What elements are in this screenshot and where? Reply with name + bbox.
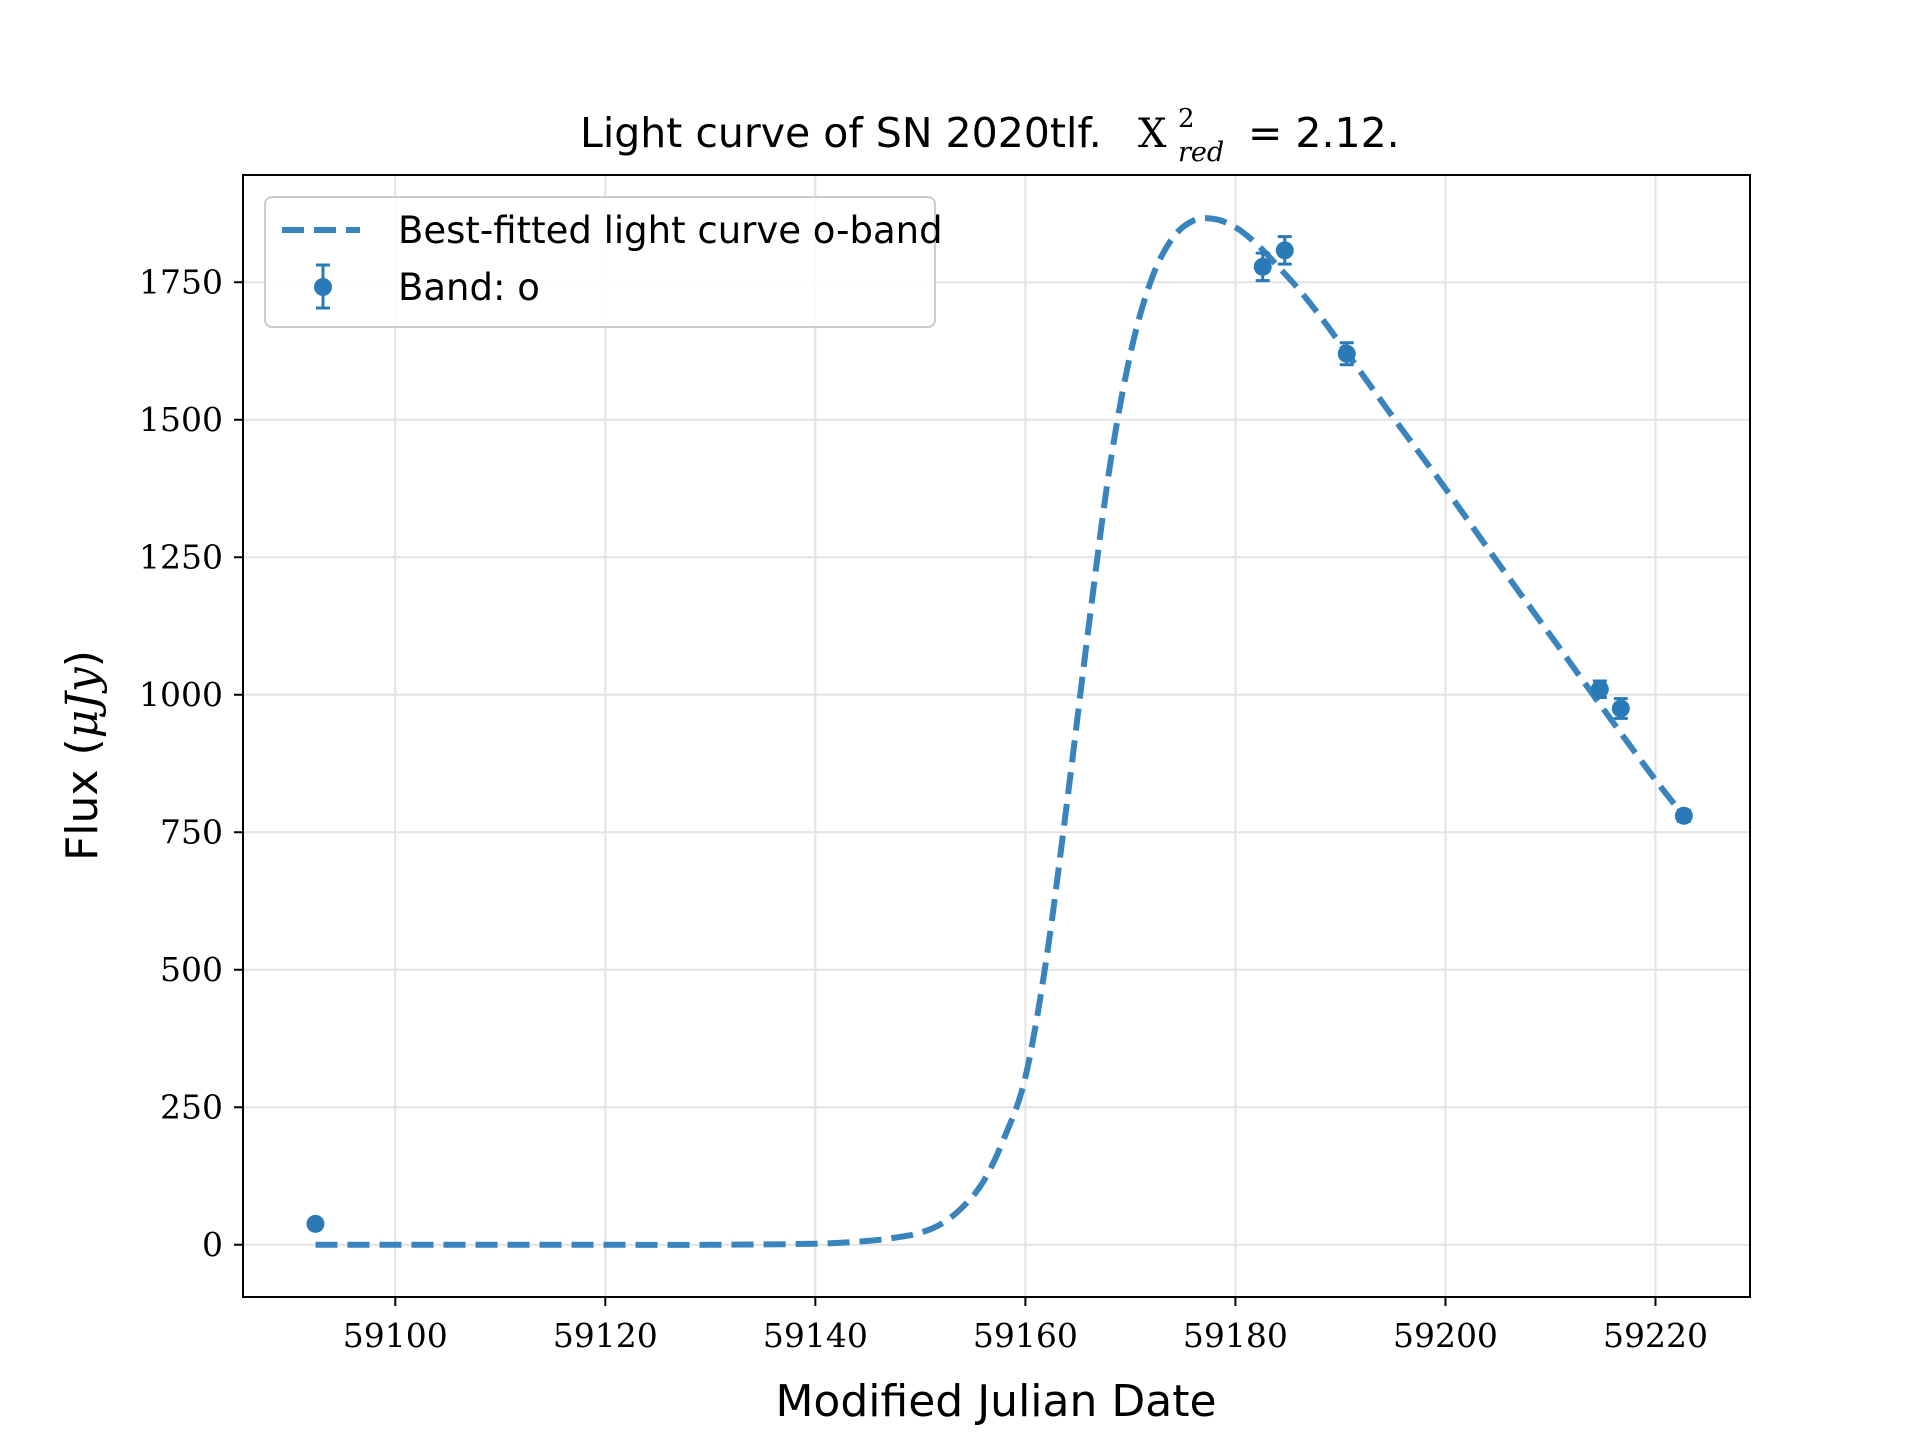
chart-title-chi2-subscript: red (1178, 137, 1224, 168)
x-tick-label: 59200 (1393, 1316, 1498, 1355)
data-point (1337, 341, 1356, 367)
legend-points-swatch (314, 263, 332, 310)
data-point (1674, 806, 1693, 825)
x-axis-label: Modified Julian Date (775, 1376, 1216, 1427)
y-axis-label-close: ) (57, 650, 108, 667)
data-marker (1275, 241, 1294, 260)
x-tick-label: 59100 (343, 1316, 448, 1355)
observations-layer (306, 235, 1693, 1233)
x-axis-ticks: 59100 59120 59140 59160 59180 59200 59220 (343, 1297, 1708, 1355)
grid (243, 175, 1750, 1297)
y-tick-label: 0 (202, 1225, 223, 1264)
y-tick-label: 1500 (139, 400, 223, 439)
chart-title-chi2-superscript: 2 (1178, 104, 1195, 134)
y-axis-label-unit: μJy (57, 666, 108, 738)
y-tick-label: 1250 (139, 537, 223, 576)
y-tick-label: 250 (160, 1087, 223, 1126)
data-marker (1611, 699, 1630, 718)
data-marker (306, 1214, 325, 1233)
chart-title-chi2: X (1138, 111, 1167, 157)
axes-frame (242, 174, 1751, 1298)
legend-box (264, 196, 936, 328)
data-point (1590, 679, 1609, 699)
data-point (306, 1214, 325, 1233)
data-marker (1337, 344, 1356, 363)
x-tick-label: 59140 (763, 1316, 868, 1355)
data-point (1611, 697, 1630, 720)
y-tick-label: 1750 (139, 262, 223, 301)
legend-fit-label: Best-fitted light curve o-band (398, 209, 943, 252)
y-tick-label: 500 (160, 950, 223, 989)
data-marker (1253, 257, 1272, 276)
y-tick-label: 750 (160, 812, 223, 851)
chart-title: Light curve of SN 2020tlf. (580, 109, 1102, 157)
data-point (1275, 235, 1294, 266)
x-tick-label: 59120 (553, 1316, 658, 1355)
legend-points-label: Band: o (398, 266, 540, 309)
svg-text:Flux (μJy): Flux (μJy) (57, 650, 108, 861)
y-axis-label: Flux (μJy) (57, 650, 108, 861)
x-tick-label: 59180 (1183, 1316, 1288, 1355)
chart-title-chi2-value: = 2.12. (1248, 109, 1400, 157)
y-axis-label-text: Flux ( (57, 738, 108, 861)
x-tick-label: 59160 (973, 1316, 1078, 1355)
x-tick-label: 59220 (1603, 1316, 1708, 1355)
data-point (1253, 251, 1272, 283)
y-tick-label: 1000 (139, 675, 223, 714)
legend: Best-fitted light curve o-band Band: o (264, 196, 943, 328)
y-axis-ticks: 0 250 500 750 1000 1250 1500 1750 (139, 262, 243, 1264)
data-marker (1590, 680, 1609, 699)
best-fit-line (315, 215, 1687, 1248)
data-marker (1674, 806, 1693, 825)
plot-area (243, 175, 1750, 1297)
best-fit-curve-layer (315, 215, 1687, 1248)
